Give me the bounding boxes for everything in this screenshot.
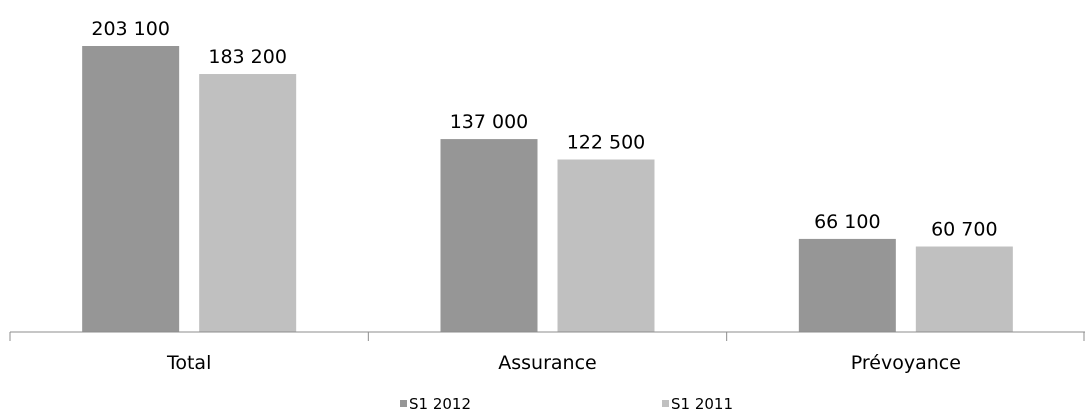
legend-swatch-s1-2011 bbox=[662, 400, 669, 407]
data-labels-group: 203 100 183 200 137 000 122 500 66 100 60 700 bbox=[91, 18, 997, 241]
legend-label-s1-2011: S1 2011 bbox=[671, 395, 733, 413]
category-label-prevoyance: Prévoyance bbox=[851, 352, 961, 374]
legend: S1 2012 S1 2011 bbox=[400, 395, 733, 413]
bar-total-s1-2012 bbox=[82, 46, 180, 332]
bar-prevoyance-s1-2012 bbox=[798, 238, 896, 332]
bar-assurance-s1-2011 bbox=[557, 159, 655, 332]
data-label-total-s1-2011: 183 200 bbox=[208, 46, 287, 68]
category-label-assurance: Assurance bbox=[498, 352, 596, 374]
x-axis bbox=[9, 331, 1085, 341]
bars-group bbox=[82, 46, 1013, 333]
legend-label-s1-2012: S1 2012 bbox=[409, 395, 471, 413]
data-label-total-s1-2012: 203 100 bbox=[91, 18, 170, 40]
data-label-prevoyance-s1-2012: 66 100 bbox=[814, 211, 880, 233]
bar-total-s1-2011 bbox=[199, 74, 297, 333]
legend-swatch-s1-2012 bbox=[400, 400, 407, 407]
bar-prevoyance-s1-2011 bbox=[915, 246, 1013, 332]
bar-assurance-s1-2012 bbox=[440, 139, 538, 332]
data-label-assurance-s1-2012: 137 000 bbox=[450, 111, 529, 133]
data-label-prevoyance-s1-2011: 60 700 bbox=[931, 219, 997, 241]
category-labels-group: Total Assurance Prévoyance bbox=[166, 352, 961, 374]
data-label-assurance-s1-2011: 122 500 bbox=[567, 131, 646, 153]
category-label-total: Total bbox=[166, 352, 211, 374]
